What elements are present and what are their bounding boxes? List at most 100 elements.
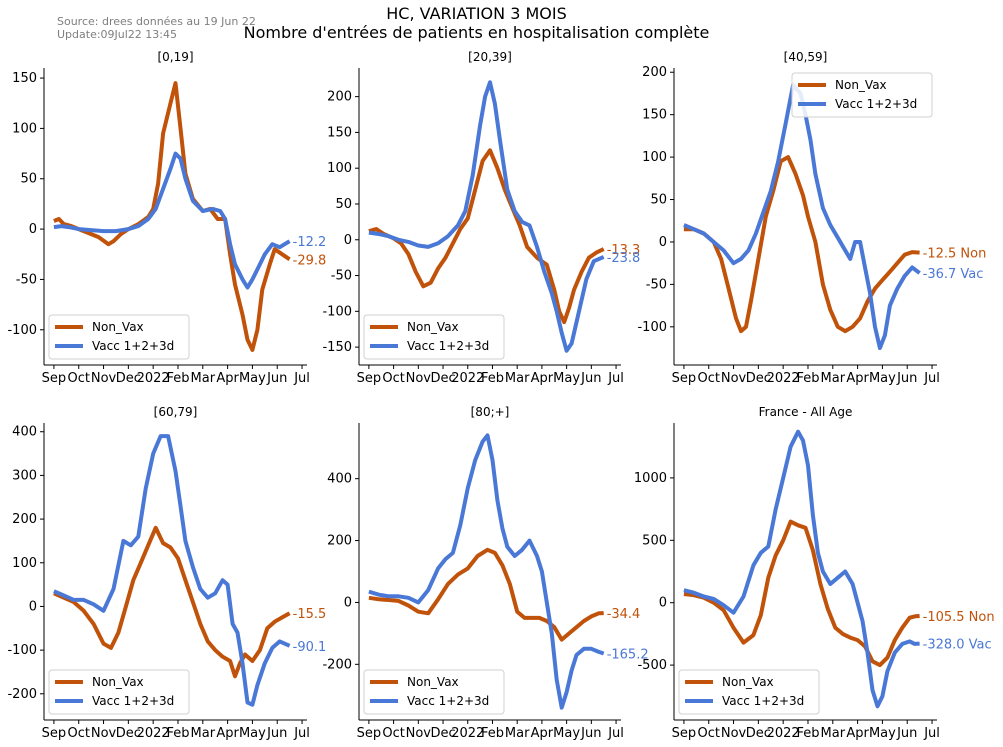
y-tick-label: 150 [327, 125, 352, 140]
legend-label-vacc-1-2-3d: Vacc 1+2+3d [407, 339, 489, 353]
legend: Non_Vax Vacc 1+2+3d [791, 72, 933, 118]
legend-label-non-vax: Non_Vax [92, 320, 144, 334]
y-tick-label: 100 [12, 556, 37, 571]
series-line-non-vax [683, 155, 920, 334]
update-line: Update:09Jul22 13:45 [57, 28, 178, 41]
legend: Non_Vax Vacc 1+2+3d [48, 314, 190, 360]
x-tick-label: May [553, 371, 580, 386]
chart-panel-3: [40,59] -100 -50 0 50 100 150 200 Sep Oct Nov Dec20… [637, 50, 986, 386]
x-tick-label: Sep [357, 726, 382, 741]
x-tick-label: Apr [846, 726, 869, 741]
chart-panel-2: [20,39] -150 -100 -50 0 50 100 150 200 Sep Oct Nov D… [322, 50, 640, 386]
legend-label-non-vax: Non_Vax [722, 675, 774, 689]
y-tick-label: -100 [7, 323, 37, 338]
x-tick-label: May [239, 371, 266, 386]
x-tick-label: Oct [382, 371, 404, 386]
end-label-non-vax: -15.5 [293, 607, 327, 622]
x-tick-label: Dec [116, 726, 141, 741]
x-tick-label: May [869, 726, 896, 741]
end-label-non-vax: -105.5 Non [923, 610, 995, 625]
x-tick-label: Sep [42, 371, 67, 386]
x-tick-label: Dec [746, 726, 771, 741]
legend-box [363, 669, 505, 715]
x-tick-label: Nov [721, 726, 747, 741]
x-tick-label: Dec [746, 371, 771, 386]
y-tick-label: 500 [642, 533, 667, 548]
y-tick-label: 50 [650, 193, 667, 208]
series-line-non-vax [368, 547, 604, 642]
x-tick-label: Dec [116, 371, 141, 386]
series-line-vacc-1-2-3d [53, 434, 291, 707]
x-tick-label: Mar [821, 726, 846, 741]
x-tick-label: Nov [406, 726, 432, 741]
x-tick-label: Nov [91, 726, 117, 741]
x-tick-label: 2022 [767, 726, 800, 741]
y-tick-label: 1000 [634, 471, 667, 486]
y-tick-label: -200 [7, 687, 37, 702]
y-tick-label: 200 [12, 512, 37, 527]
x-tick-label: 2022 [451, 371, 484, 386]
y-tick-label: -100 [322, 304, 352, 319]
x-tick-label: Nov [721, 371, 747, 386]
y-tick-label: -500 [637, 658, 667, 673]
y-tick-label: 400 [327, 472, 352, 487]
x-tick-label: Jul [293, 726, 310, 741]
x-tick-label: 2022 [137, 726, 170, 741]
main-title: HC, VARIATION 3 MOIS [386, 4, 567, 23]
y-tick-label: -50 [646, 277, 667, 292]
series-line-vacc-1-2-3d [683, 429, 920, 709]
x-tick-label: Feb [166, 371, 189, 386]
legend-box [48, 314, 190, 360]
x-tick-label: Sep [672, 726, 697, 741]
sub-title: Nombre d'entrées de patients en hospital… [243, 23, 710, 42]
y-tick-label: 0 [344, 595, 352, 610]
x-tick-label: Jun [896, 726, 917, 741]
title-block: HC, VARIATION 3 MOIS Nombre d'entrées de… [0, 4, 1003, 42]
y-tick-label: -50 [331, 269, 352, 284]
legend-label-vacc-1-2-3d: Vacc 1+2+3d [407, 694, 489, 708]
x-tick-label: Oct [697, 726, 719, 741]
end-label-non-vax: -13.3 [607, 243, 641, 258]
x-tick-label: Oct [67, 726, 89, 741]
series-line-vacc-1-2-3d [53, 151, 291, 290]
x-tick-label: Oct [67, 371, 89, 386]
series-line-non-vax [53, 525, 291, 679]
x-tick-label: 2022 [767, 371, 800, 386]
series-line-vacc-1-2-3d [368, 80, 605, 353]
x-tick-label: Jul [923, 371, 940, 386]
y-tick-label: 400 [12, 425, 37, 440]
series-line-non-vax [53, 81, 291, 352]
legend-label-vacc-1-2-3d: Vacc 1+2+3d [835, 97, 917, 111]
y-tick-label: -150 [322, 340, 352, 355]
end-label-non-vax: -34.4 [607, 607, 641, 622]
y-tick-label: 100 [12, 121, 37, 136]
panel-title: [80;+] [471, 405, 510, 419]
x-tick-label: Jun [266, 371, 287, 386]
legend-label-vacc-1-2-3d: Vacc 1+2+3d [92, 339, 174, 353]
panel-title: [20,39] [468, 50, 512, 64]
x-tick-label: Jul [923, 726, 940, 741]
legend-label-vacc-1-2-3d: Vacc 1+2+3d [722, 694, 804, 708]
x-tick-label: Oct [382, 726, 404, 741]
x-tick-label: Mar [191, 726, 216, 741]
x-tick-label: Jun [896, 371, 917, 386]
x-tick-label: Dec [430, 726, 455, 741]
legend: Non_Vax Vacc 1+2+3d [363, 314, 505, 360]
x-tick-label: Sep [672, 371, 697, 386]
y-tick-label: -200 [322, 657, 352, 672]
end-label-vacc-1-2-3d: -328.0 Vac [923, 638, 992, 653]
panel-title: [60,79] [154, 405, 198, 419]
x-tick-label: Nov [91, 371, 117, 386]
y-tick-label: -50 [16, 272, 37, 287]
y-tick-label: 200 [642, 65, 667, 80]
x-tick-label: Jun [580, 726, 601, 741]
x-tick-label: Apr [216, 371, 239, 386]
x-tick-label: Feb [481, 726, 504, 741]
x-tick-label: 2022 [451, 726, 484, 741]
legend-label-non-vax: Non_Vax [92, 675, 144, 689]
y-tick-label: -100 [637, 320, 667, 335]
x-tick-label: Feb [796, 371, 819, 386]
x-tick-label: Jul [607, 371, 624, 386]
